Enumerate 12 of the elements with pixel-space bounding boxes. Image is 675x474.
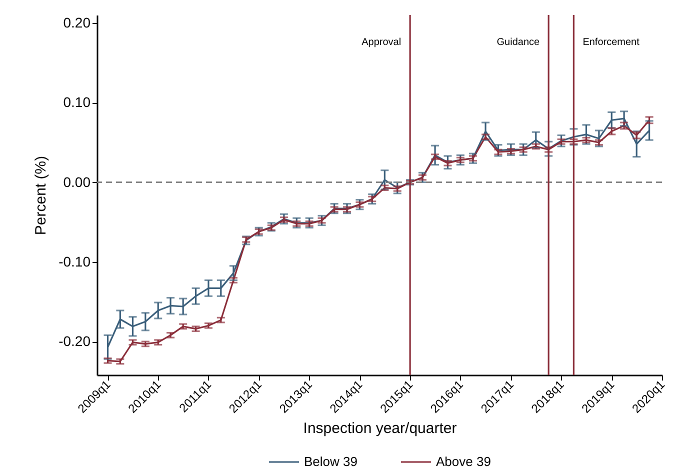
y-tick-label: 0.00 [63,174,91,190]
y-tick-label: -0.20 [58,333,91,350]
legend-label: Above 39 [436,454,491,469]
ref-line-label: Enforcement [582,37,640,48]
legend-label: Below 39 [304,454,358,469]
y-tick-label: 0.20 [63,14,91,30]
ref-line-label: Approval [362,37,402,48]
y-tick-label: -0.10 [58,253,91,270]
x-axis-title: Inspection year/quarter [303,420,457,438]
ref-line-label: Guidance [496,37,540,48]
y-tick-label: 0.10 [63,94,91,110]
y-axis-title: Percent (%) [32,156,50,236]
